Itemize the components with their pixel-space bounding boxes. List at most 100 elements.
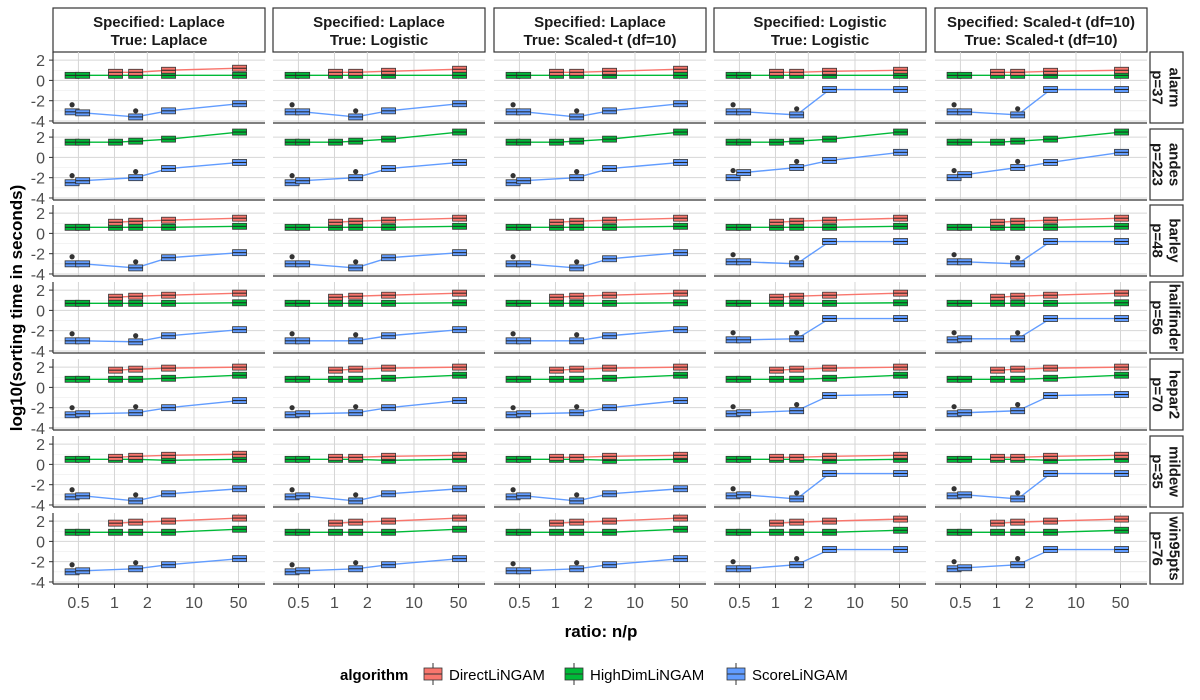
series-line-DirectLiNGAM (776, 366, 901, 371)
outlier-point (794, 255, 800, 261)
series-line-ScoreLiNGAM (72, 251, 240, 269)
panel (273, 513, 485, 585)
series-line-DirectLiNGAM (776, 69, 901, 73)
series-line-DirectLiNGAM (997, 454, 1122, 458)
outlier-point (353, 560, 359, 566)
x-tick-label: 1 (992, 595, 1001, 612)
outlier-point (730, 559, 736, 565)
outlier-point (574, 492, 580, 498)
outlier-point (510, 102, 516, 108)
outlier-point (69, 487, 75, 493)
panel (935, 359, 1147, 431)
row-strip-name: andes (1166, 143, 1183, 186)
outlier-point (353, 332, 359, 338)
y-tick-label: 2 (36, 283, 45, 300)
outlier-point (69, 254, 75, 260)
series-line-ScoreLiNGAM (513, 328, 681, 342)
outlier-point (794, 330, 800, 336)
panel (935, 436, 1147, 508)
series-line-HighDimLiNGAM (513, 225, 681, 229)
series-line-DirectLiNGAM (335, 366, 460, 371)
y-tick-label: 2 (36, 130, 45, 147)
x-tick-label: 0.5 (949, 595, 971, 612)
series-line-HighDimLiNGAM (954, 458, 1122, 462)
y-tick-label: -4 (31, 498, 45, 515)
series-line-ScoreLiNGAM (732, 151, 901, 179)
series-line-HighDimLiNGAM (292, 528, 460, 533)
outlier-point (1015, 106, 1021, 112)
column-strip-line2: True: Scaled-t (df=10) (524, 32, 677, 49)
outlier-point (510, 254, 516, 260)
series-line-DirectLiNGAM (776, 292, 901, 298)
series-line-DirectLiNGAM (997, 292, 1122, 298)
series-line-DirectLiNGAM (335, 454, 460, 458)
y-tick-label: 2 (36, 360, 45, 377)
column-strip (52, 7, 266, 53)
series-line-ScoreLiNGAM (291, 161, 460, 184)
x-tick-label: 10 (405, 595, 423, 612)
outlier-point (1015, 330, 1021, 336)
outlier-point (951, 486, 957, 492)
series-line-ScoreLiNGAM (513, 251, 681, 269)
outlier-point (133, 492, 139, 498)
outlier-point (1015, 255, 1021, 261)
series-line-DirectLiNGAM (556, 68, 681, 73)
y-tick-label: -2 (31, 401, 45, 418)
column-strip-line2: True: Logistic (771, 32, 869, 49)
column-strip-line2: True: Laplace (111, 32, 208, 49)
series-line-DirectLiNGAM (997, 366, 1122, 371)
x-tick-label: 1 (771, 595, 780, 612)
y-tick-label: -4 (31, 575, 45, 592)
column-strip (713, 7, 927, 53)
x-tick-label: 0.5 (508, 595, 530, 612)
y-tick-label: 2 (36, 206, 45, 223)
outlier-point (730, 102, 736, 108)
y-tick-label: 0 (36, 73, 45, 90)
y-tick-label: 2 (36, 514, 45, 531)
y-tick-label: -2 (31, 478, 45, 495)
x-tick-label: 2 (804, 595, 813, 612)
column-strip (934, 7, 1148, 53)
outlier-point (951, 252, 957, 258)
x-tick-label: 0.5 (67, 595, 89, 612)
x-tick-label: 2 (363, 595, 372, 612)
series-line-DirectLiNGAM (556, 217, 681, 223)
row-strip (1149, 281, 1184, 354)
outlier-point (353, 492, 359, 498)
series-line-DirectLiNGAM (776, 518, 901, 524)
series-line-ScoreLiNGAM (954, 240, 1122, 265)
y-tick-label: 0 (36, 457, 45, 474)
x-tick-label: 0.5 (728, 595, 750, 612)
series-line-HighDimLiNGAM (72, 528, 240, 533)
series-line-DirectLiNGAM (335, 292, 460, 298)
outlier-point (133, 560, 139, 566)
y-tick-label: 2 (36, 437, 45, 454)
series-line-DirectLiNGAM (776, 217, 901, 223)
x-tick-label: 2 (584, 595, 593, 612)
series-line-ScoreLiNGAM (513, 103, 681, 118)
outlier-point (574, 169, 580, 175)
outlier-point (794, 556, 800, 562)
series-line-DirectLiNGAM (556, 366, 681, 371)
row-strip-p: p=76 (1149, 531, 1166, 566)
x-tick-label: 50 (891, 595, 909, 612)
outlier-point (574, 332, 580, 338)
row-strip (1149, 512, 1184, 585)
outlier-point (730, 167, 736, 174)
series-line-DirectLiNGAM (997, 69, 1122, 73)
y-tick-label: -4 (31, 191, 45, 208)
outlier-point (730, 486, 736, 492)
series-line-DirectLiNGAM (115, 453, 240, 458)
outlier-point (133, 404, 139, 410)
panel (52, 359, 265, 431)
series-line-DirectLiNGAM (997, 518, 1122, 524)
outlier-point (133, 259, 139, 265)
series-line-ScoreLiNGAM (292, 328, 460, 342)
outlier-point (574, 259, 580, 265)
row-strip-p: p=35 (1149, 454, 1166, 489)
outlier-point (289, 331, 295, 337)
